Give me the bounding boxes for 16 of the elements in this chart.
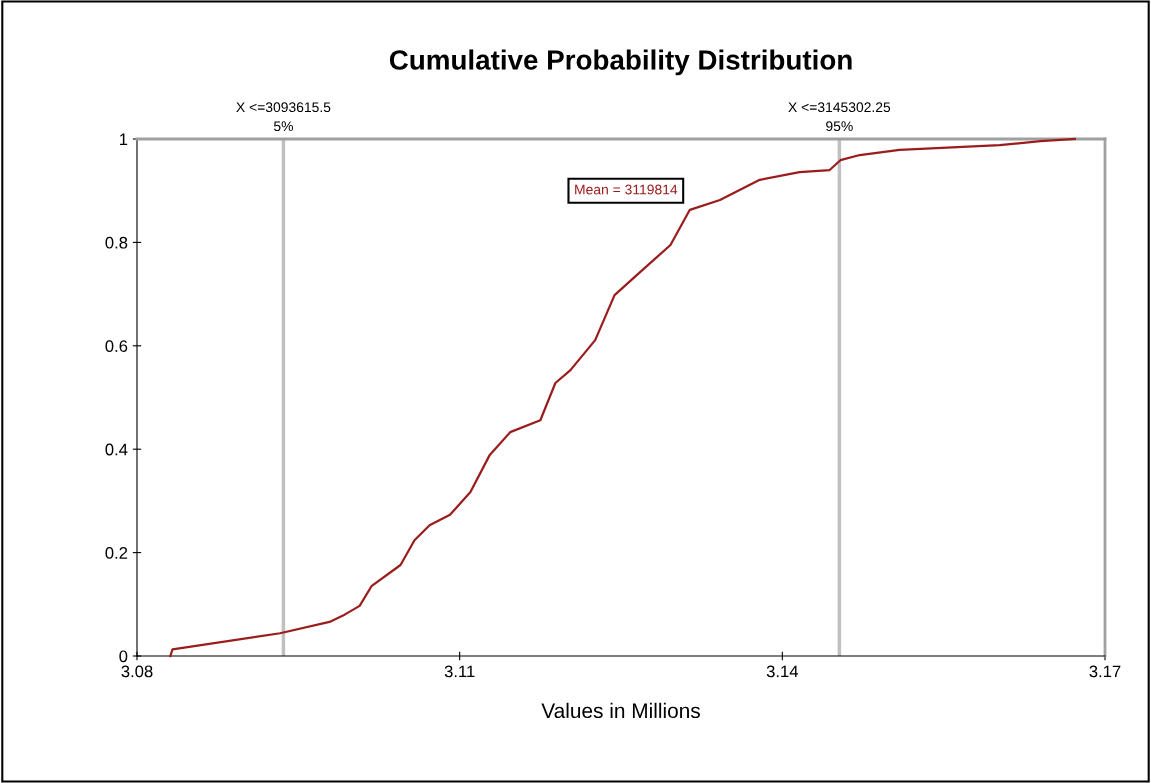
y-tick-label: 0.6: [105, 340, 128, 352]
y-tick-label: 0: [119, 650, 128, 663]
y-tick-label: 0.8: [105, 236, 128, 249]
y-tick-label: 1: [119, 133, 128, 146]
x-tick-label: 3.08: [121, 665, 153, 678]
x-axis-title: Values in Millions: [541, 702, 700, 719]
x-tick-label: 3.17: [1089, 665, 1121, 678]
y-tick-label: 0.4: [105, 443, 128, 456]
ref-line-label: X <=3145302.25 95%: [788, 102, 891, 132]
ref-line-label: X <=3093615.5 5%: [236, 102, 331, 132]
chart-title: Cumulative Probability Distribution: [389, 49, 852, 76]
x-tick-label: 3.11: [444, 665, 475, 678]
y-tick-label: 0.2: [105, 547, 128, 559]
x-tick-label: 3.14: [766, 665, 799, 678]
line-series: [169, 137, 1076, 658]
annotation: Mean = 3119814: [575, 184, 678, 195]
